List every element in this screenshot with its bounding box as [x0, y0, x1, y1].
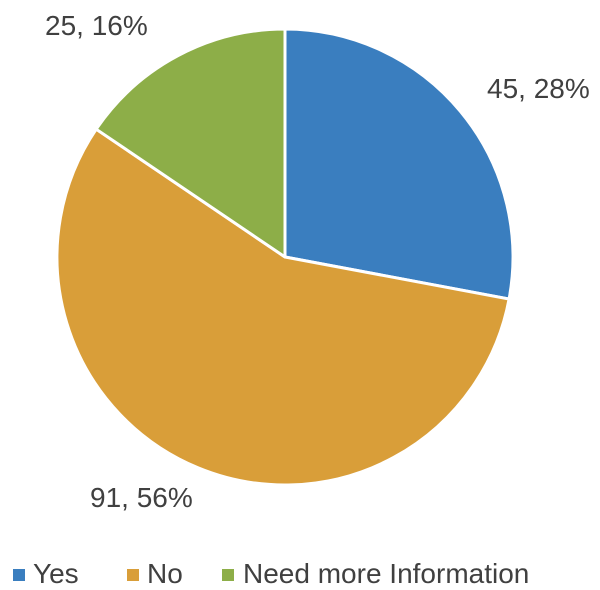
legend-label-yes: Yes	[33, 558, 79, 589]
data-label-no: 91, 56%	[90, 482, 193, 513]
legend-swatch-need-more-information	[222, 569, 234, 581]
legend-swatch-yes	[13, 569, 25, 581]
pie-slice-no	[55, 127, 511, 487]
legend-swatch-no	[127, 569, 139, 581]
data-labels: 45, 28% 91, 56% 25, 16%	[45, 10, 590, 513]
pie-slice-yes	[283, 27, 515, 301]
data-label-need-more-information: 25, 16%	[45, 10, 148, 41]
legend: Yes No Need more Information	[13, 558, 529, 589]
pie-slice-need-more-information	[94, 27, 287, 259]
legend-item-yes: Yes	[13, 558, 79, 589]
legend-item-need-more-information: Need more Information	[222, 558, 529, 589]
legend-label-no: No	[147, 558, 183, 589]
legend-label-need-more-information: Need more Information	[243, 558, 529, 589]
pie-slices	[55, 27, 515, 487]
data-label-yes: 45, 28%	[487, 73, 590, 104]
legend-item-no: No	[127, 558, 183, 589]
